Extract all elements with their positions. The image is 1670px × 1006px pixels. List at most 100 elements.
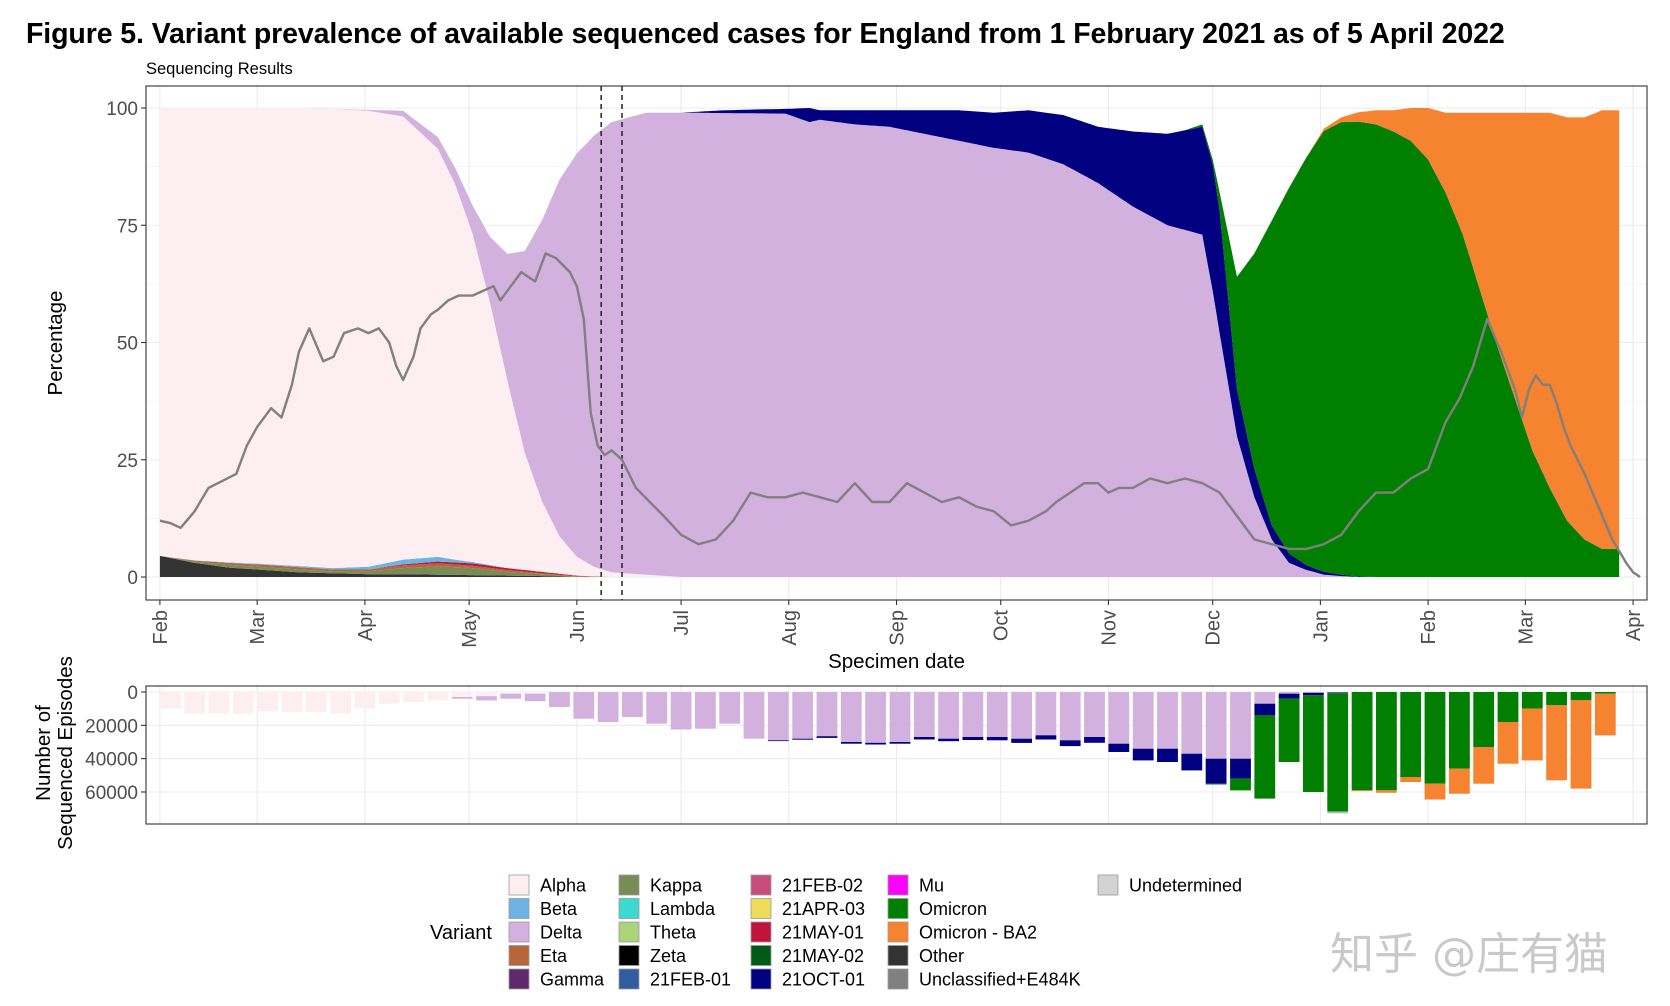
bar-y-tick-label: 0 <box>127 683 138 704</box>
area-other <box>159 555 1620 577</box>
legend-swatch <box>508 898 530 919</box>
bar-segment-delta <box>913 692 935 737</box>
legend-swatch <box>618 874 640 896</box>
bar-segment-delta <box>1181 692 1203 754</box>
bar-segment-21oct-01 <box>767 740 789 742</box>
legend-item-label: Omicron - BA2 <box>919 923 1037 943</box>
legend-item-label: Unclassified+E484K <box>919 970 1081 990</box>
bar-segment-omicron <box>1351 692 1373 791</box>
legend-swatch <box>887 874 909 896</box>
legend-item-label: Delta <box>540 923 583 943</box>
variant-legend: Variant Alpha Beta Delta Eta Gamma Kappa Lambda… <box>430 874 1242 990</box>
bar-segment-omicron <box>1497 692 1519 722</box>
bar-segment-omicron-ba2 <box>1497 722 1519 764</box>
legend-item-label: 21MAY-01 <box>782 923 864 943</box>
bar-segment-omicron <box>1327 693 1349 812</box>
bar-segment-delta <box>1230 692 1251 759</box>
x-tick-label: Mar <box>1515 610 1537 645</box>
bar-segment-omicron <box>1205 783 1227 785</box>
x-axis-title: Specimen date <box>828 650 965 673</box>
bar-segment-omicron-ba2 <box>1424 783 1446 800</box>
bar-segment-alpha <box>330 692 351 714</box>
bar-y-axis-title-line1: Number of <box>32 705 55 801</box>
legend-item-label: Mu <box>919 876 944 896</box>
bar-segment-delta <box>1035 692 1057 736</box>
bar-segment-21oct-01 <box>1132 748 1154 761</box>
y-tick-label: 75 <box>117 216 138 237</box>
bar-segment-delta <box>1254 692 1276 704</box>
bar-segment-21oct-01 <box>986 737 1008 741</box>
bar-segment-delta <box>1011 692 1032 739</box>
bar-segment-21oct-01 <box>1059 740 1081 747</box>
legend-item-label: Undetermined <box>1129 876 1242 896</box>
legend-item-label: 21APR-03 <box>782 899 865 919</box>
legend-item-label: Other <box>919 946 964 966</box>
bar-segment-omicron <box>1473 692 1495 747</box>
bar-segment-21oct-01 <box>840 742 862 744</box>
bar-segment-omicron <box>1570 692 1592 701</box>
bar-segment-omicron <box>1594 692 1616 694</box>
x-tick-label: Nov <box>1098 610 1120 646</box>
bar-segment-21oct-01 <box>938 738 959 742</box>
area-omicron <box>159 108 1620 577</box>
legend-swatch <box>618 921 640 943</box>
legend-swatch <box>750 945 772 966</box>
bar-segment-omicron <box>1303 695 1324 792</box>
bar-segment-delta <box>670 692 692 730</box>
bar-segment-omicron <box>1230 778 1251 791</box>
bar-segment-21oct-01 <box>962 737 984 740</box>
legend-item-label: Kappa <box>650 876 703 896</box>
bar-segment-omicron <box>1376 692 1397 791</box>
legend-swatch <box>887 968 909 990</box>
bar-segment-21oct-01 <box>1011 738 1032 743</box>
legend-item-label: Omicron <box>919 899 987 919</box>
legend-swatch <box>618 968 640 990</box>
bar-segment-alpha <box>184 692 205 714</box>
bar-segment-omicron <box>1424 692 1446 784</box>
bar-segment-omicron-ba2 <box>1546 705 1567 781</box>
bar-segment-alpha <box>354 692 376 709</box>
legend-item-label: Gamma <box>540 970 605 990</box>
bar-segment-delta <box>743 692 765 739</box>
x-tick-label: Apr <box>355 610 377 641</box>
bar-segment-delta <box>889 692 911 742</box>
bar-segment-delta <box>792 692 814 739</box>
watermark-text: 知乎 @庄有猫 <box>1330 929 1608 980</box>
legend-swatch <box>750 898 772 919</box>
bar-y-tick-label: 60000 <box>85 783 138 804</box>
bar-y-axis-title-line2: Sequenced Episodes <box>54 656 77 850</box>
area-alpha <box>159 108 1620 577</box>
legend-item-label: 21FEB-02 <box>782 876 863 896</box>
x-tick-label: Aug <box>779 610 801 646</box>
bar-segment-delta <box>1303 692 1324 693</box>
legend-item-label: 21MAY-02 <box>782 946 864 966</box>
bar-segment-21oct-01 <box>1205 758 1227 784</box>
bar-segment-delta <box>573 692 595 719</box>
legend-swatch <box>750 968 772 990</box>
bar-segment-delta <box>1205 692 1227 759</box>
bar-segment-21oct-01 <box>792 738 814 740</box>
bar-segment-21oct-01 <box>1108 743 1130 752</box>
bar-segment-alpha <box>500 692 522 694</box>
x-tick-label: Oct <box>991 610 1013 642</box>
area-omicron-ba2 <box>159 108 1620 549</box>
y-axis-title: Percentage <box>44 291 67 396</box>
bar-segment-delta <box>476 696 497 701</box>
bar-segment-21oct-01 <box>1254 703 1276 716</box>
bar-segment-omicron-ba2 <box>1521 708 1543 761</box>
bar-segment-21oct-01 <box>865 742 886 745</box>
x-tick-label: Sep <box>887 610 909 646</box>
bar-segment-omicron <box>1254 715 1276 799</box>
bar-segment-21oct-01 <box>1230 758 1251 779</box>
bar-segment-omicron-ba2 <box>1570 700 1592 789</box>
bar-segment-delta <box>1084 692 1105 737</box>
prevalence-area-chart: 0 25 50 75 100 Feb Mar Apr May Jun Jul Aug Sep Oct Nov… <box>44 60 1648 673</box>
bar-segment-alpha <box>451 692 473 697</box>
bar-segment-omicron <box>1521 692 1543 709</box>
bar-segment-alpha <box>403 692 424 702</box>
legend-item-label: 21FEB-01 <box>650 970 731 990</box>
bar-segment-omicron-ba2 <box>1376 790 1397 793</box>
bar-segment-delta <box>1132 692 1154 749</box>
bar-segment-omicron <box>1546 692 1567 706</box>
